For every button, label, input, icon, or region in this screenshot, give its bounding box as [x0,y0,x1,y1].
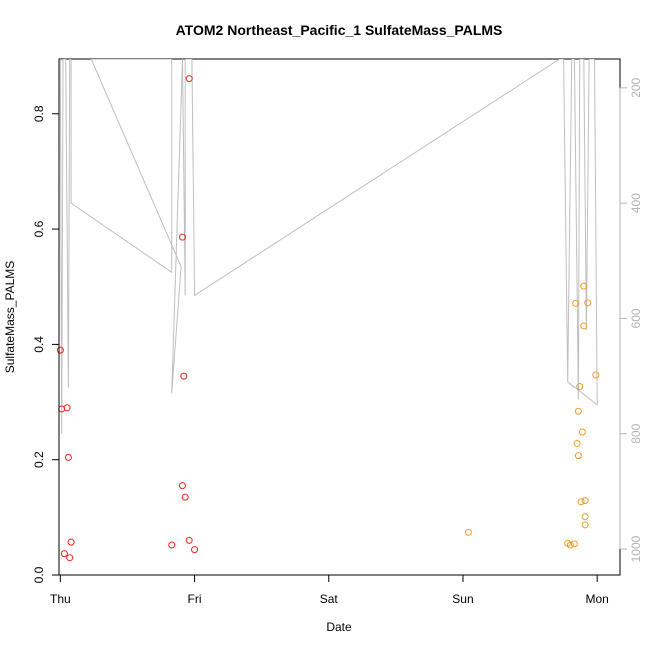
pressure-line-layer [59,59,598,434]
data-point-orange-8 [576,382,584,390]
right-tick-label: 400 [629,193,643,213]
data-point-red-11 [181,493,189,501]
right-tick-label: 800 [629,423,643,443]
data-point-orange-12 [580,282,588,290]
data-point-orange-0 [464,528,472,536]
x-tick-label: Sun [452,592,473,606]
data-point-red-0 [56,346,64,354]
data-point-red-12 [185,75,193,83]
right-tick-label: 1000 [629,535,643,562]
data-point-orange-10 [578,428,586,436]
data-point-orange-11 [580,322,588,330]
data-point-orange-2 [566,541,574,549]
y-axis: 0.0 0.2 0.4 0.6 0.8 [32,105,60,583]
data-point-red-2 [63,404,71,412]
data-point-red-4 [64,453,72,461]
data-point-red-13 [185,536,193,544]
data-point-red-14 [191,546,199,554]
y-tick-label: 0.4 [32,336,46,353]
data-point-orange-9 [577,498,585,506]
y-tick-label: 0.0 [32,566,46,583]
right-tick-label: 200 [629,77,643,97]
data-point-red-7 [168,541,176,549]
pressure-line [59,59,598,434]
x-tick-label: Sat [320,592,339,606]
data-point-orange-3 [570,540,578,548]
data-point-orange-7 [574,407,582,415]
data-point-orange-15 [581,497,589,505]
plot-area-frame [58,58,621,576]
y-tick-label: 0.8 [32,105,46,122]
data-point-orange-5 [573,440,581,448]
x-axis-label: Date [326,620,352,634]
x-axis: Thu Fri Sat Sun Mon [50,574,609,606]
data-point-red-5 [66,554,74,562]
y-tick-label: 0.2 [32,451,46,468]
data-point-red-9 [178,482,186,490]
y-axis-label: SulfateMass_PALMS [3,261,17,374]
data-point-red-6 [67,538,75,546]
x-tick-label: Mon [586,592,609,606]
data-point-orange-13 [581,513,589,521]
chart-title: ATOM2 Northeast_Pacific_1 SulfateMass_PA… [176,22,503,38]
right-tick-label: 600 [629,308,643,328]
x-tick-label: Thu [50,592,71,606]
x-tick-label: Fri [188,592,202,606]
data-point-red-10 [180,372,188,380]
right-y-axis: 200 400 600 800 1000 [619,77,643,562]
data-point-orange-6 [574,452,582,460]
data-point-orange-14 [581,521,589,529]
data-points-layer [56,75,600,562]
data-point-red-3 [60,550,68,558]
y-tick-label: 0.6 [32,220,46,237]
data-point-red-8 [178,233,186,241]
data-point-orange-17 [592,371,600,379]
data-point-orange-16 [584,299,592,307]
data-point-orange-4 [572,299,580,307]
